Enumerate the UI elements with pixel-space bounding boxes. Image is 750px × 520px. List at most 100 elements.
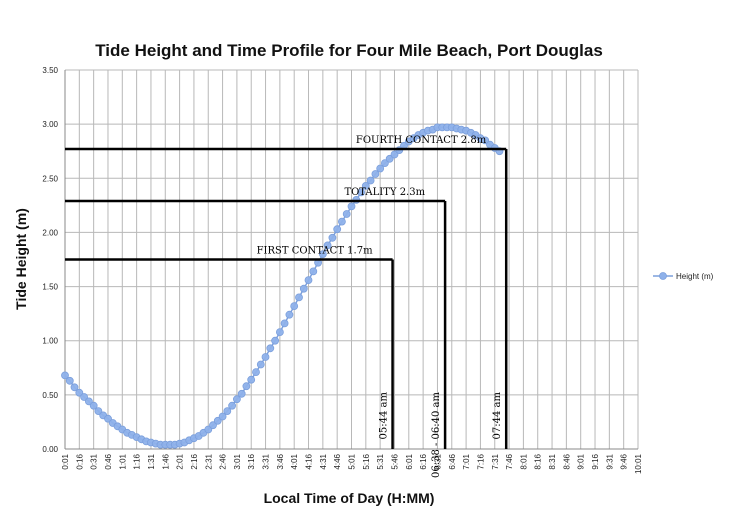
x-tick-label: 4:01 xyxy=(290,453,299,469)
data-point xyxy=(261,353,270,361)
data-point xyxy=(361,181,370,190)
data-point xyxy=(80,393,88,401)
x-tick-label: 5:31 xyxy=(376,453,385,469)
x-tick-label: 4:46 xyxy=(333,453,342,469)
x-tick-label: 2:01 xyxy=(176,453,185,469)
data-point xyxy=(481,136,490,145)
x-tick-label: 7:16 xyxy=(476,453,485,469)
x-tick-label: 5:01 xyxy=(348,453,357,469)
x-tick-label: 0:01 xyxy=(61,453,70,469)
data-point xyxy=(371,170,380,178)
x-tick-label: 5:16 xyxy=(362,453,371,469)
x-tick-label: 9:46 xyxy=(620,453,629,469)
x-axis-title: Local Time of Day (H:MM) xyxy=(264,490,435,506)
data-point xyxy=(290,302,299,311)
data-point xyxy=(89,401,98,410)
data-point xyxy=(70,383,79,392)
data-point xyxy=(390,150,399,159)
x-tick-label: 0:46 xyxy=(104,453,113,469)
x-tick-label: 8:31 xyxy=(548,453,557,469)
contact-annotations: FIRST CONTACT 1.7m 05:44 am TOTALITY 2.3m 0… xyxy=(65,135,508,478)
y-tick-label: 0.00 xyxy=(42,445,58,454)
x-tick-label: 1:01 xyxy=(118,453,127,469)
data-point xyxy=(237,389,246,398)
legend: Height (m) xyxy=(653,272,714,281)
data-point xyxy=(247,375,256,384)
x-tick-label: 3:46 xyxy=(276,453,285,469)
x-tick-label: 2:16 xyxy=(190,453,199,469)
x-tick-label: 6:31 xyxy=(433,453,442,469)
x-tick-label: 3:01 xyxy=(233,453,242,469)
x-tick-labels: 0:01 0:16 0:31 0:46 1:01 1:16 1:31 1:46 2:01 2:16… xyxy=(61,453,643,474)
data-point xyxy=(376,164,385,173)
x-tick-label: 4:16 xyxy=(305,453,314,469)
y-tick-label: 2.50 xyxy=(42,174,58,183)
data-point xyxy=(366,176,375,185)
data-point xyxy=(309,267,318,276)
data-point xyxy=(337,217,346,226)
x-tick-label: 1:31 xyxy=(147,453,156,469)
data-point xyxy=(209,421,217,430)
x-tick-label: 9:16 xyxy=(591,453,600,469)
data-point xyxy=(318,250,327,259)
y-axis-title: Tide Height (m) xyxy=(13,208,29,310)
y-tick-label: 1.50 xyxy=(42,283,58,292)
data-point xyxy=(275,328,284,337)
data-point xyxy=(61,371,69,380)
data-point xyxy=(94,407,103,416)
data-point xyxy=(385,154,394,163)
data-point xyxy=(304,276,313,285)
data-point xyxy=(295,293,303,302)
x-tick-label: 5:46 xyxy=(390,453,399,469)
data-point xyxy=(228,401,237,410)
x-tick-label: 7:31 xyxy=(491,453,500,469)
contact-time-label: 05:44 am xyxy=(379,391,390,439)
x-tick-label: 8:46 xyxy=(562,453,571,469)
data-point xyxy=(218,412,227,421)
data-point xyxy=(65,376,74,385)
x-tick-label: 2:46 xyxy=(219,453,228,469)
data-point xyxy=(323,241,332,250)
y-tick-label: 1.00 xyxy=(42,337,58,346)
x-tick-label: 10:01 xyxy=(634,453,643,474)
x-tick-label: 6:16 xyxy=(419,453,428,469)
data-point xyxy=(256,360,265,369)
y-tick-label: 3.50 xyxy=(42,66,58,75)
data-point xyxy=(232,395,241,404)
y-tick-labels: 0.00 0.50 1.00 1.50 2.00 2.50 3.00 3.50 xyxy=(42,66,58,454)
x-tick-label: 9:01 xyxy=(577,453,586,469)
data-point xyxy=(85,397,93,406)
x-tick-label: 3:31 xyxy=(262,453,271,469)
x-tick-label: 8:16 xyxy=(534,453,543,469)
legend-marker-swatch xyxy=(659,272,667,280)
data-point xyxy=(342,210,351,218)
data-point xyxy=(104,414,112,423)
data-point xyxy=(299,284,308,293)
data-point xyxy=(266,344,275,353)
y-tick-label: 3.00 xyxy=(42,120,58,129)
x-tick-label: 9:31 xyxy=(605,453,614,469)
y-tick-label: 0.50 xyxy=(42,391,58,400)
contact-label: FIRST CONTACT 1.7m xyxy=(257,246,373,257)
legend-label: Height (m) xyxy=(676,272,714,281)
data-point xyxy=(357,188,366,197)
x-tick-label: 3:16 xyxy=(247,453,256,469)
x-tick-label: 8:01 xyxy=(519,453,528,469)
contact-time-label: 06:38 - 06:40 am xyxy=(431,391,442,478)
data-point xyxy=(271,336,280,345)
data-point xyxy=(223,407,232,416)
contact-label: TOTALITY 2.3m xyxy=(344,187,425,198)
data-point xyxy=(347,202,356,211)
x-tick-label: 7:01 xyxy=(462,453,471,469)
x-tick-label: 2:31 xyxy=(204,453,213,469)
contact-time-label: 07:44 am xyxy=(492,391,503,439)
x-tick-label: 7:46 xyxy=(505,453,514,469)
data-point xyxy=(328,233,337,242)
data-point xyxy=(333,225,342,234)
data-point xyxy=(380,159,389,168)
x-tick-label: 0:16 xyxy=(75,453,84,469)
series-height-m xyxy=(61,123,504,449)
data-point xyxy=(75,388,84,397)
data-point xyxy=(242,382,251,391)
